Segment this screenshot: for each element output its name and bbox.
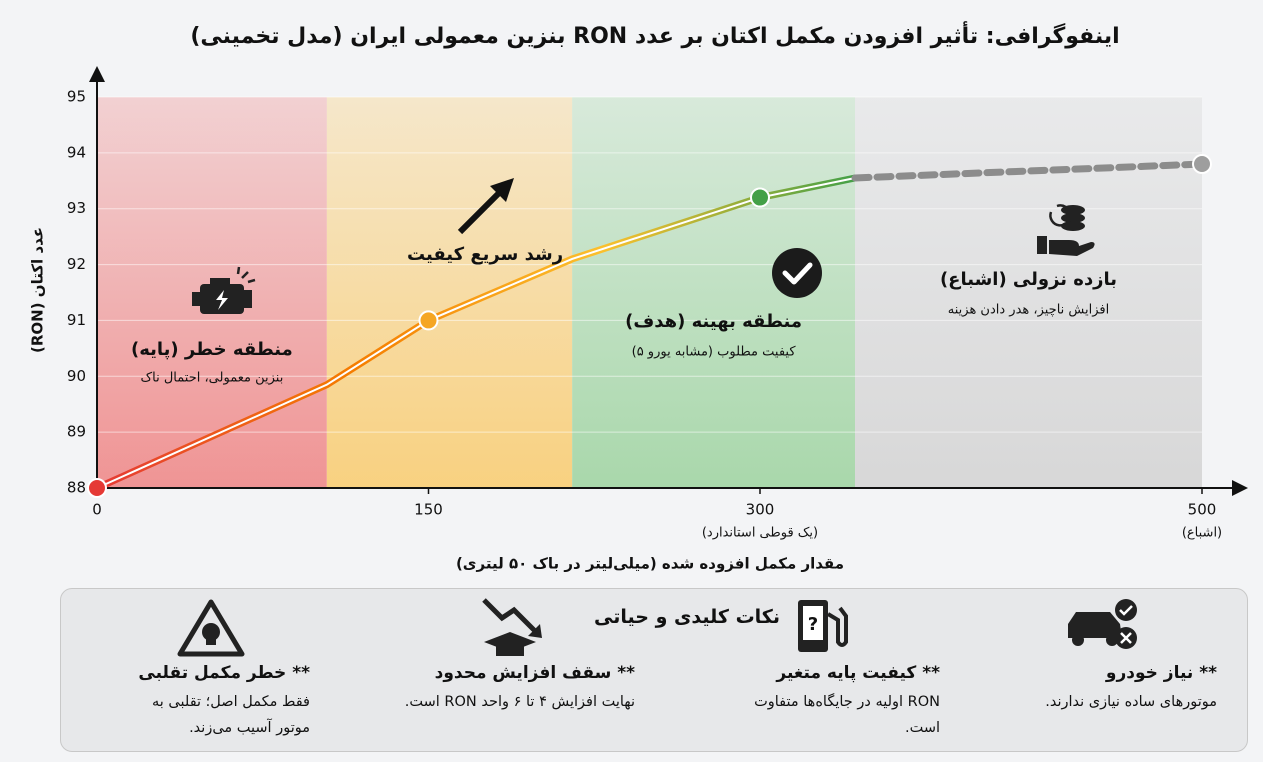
zone-title: بازده نزولی (اشباع) <box>940 269 1117 290</box>
x-tick-label: 0 <box>92 501 102 519</box>
y-tick-label: 88 <box>67 479 86 497</box>
y-tick-label: 91 <box>67 311 86 329</box>
tip: ** خطر مکمل تقلبی فقط مکمل اصل؛ تقلبی به … <box>125 663 310 741</box>
zone-note: بنزین معمولی، احتمال ناک <box>141 371 284 386</box>
y-tick-label: 94 <box>67 143 86 161</box>
y-axis-label: عدد اکتان (RON) <box>29 227 47 353</box>
tip: ** کیفیت پایه متغیر RON اولیه در جایگاه‌ه… <box>745 663 940 741</box>
tip-title: ** کیفیت پایه متغیر <box>776 663 940 683</box>
x-tick-label: 300 <box>746 501 775 519</box>
zone-title: منطقه خطر (پایه) <box>131 339 293 360</box>
coins-icon <box>1037 204 1095 256</box>
zone-note: کیفیت مطلوب (مشابه یورو ۵) <box>632 345 797 360</box>
page-title: اینفوگرافی: تأثیر افزودن مکمل اکتان بر ع… <box>190 20 1119 49</box>
car-icon <box>1068 599 1137 649</box>
y-tick-label: 93 <box>67 199 86 217</box>
tip-title: ** خطر مکمل تقلبی <box>138 663 310 683</box>
point <box>418 310 439 331</box>
tip-text: نهایت افزایش ۴ تا ۶ واحد RON است. <box>404 694 635 710</box>
line-highlight <box>96 177 856 489</box>
y-tick-label: 95 <box>67 88 86 106</box>
fuel-pump-icon: ? <box>798 600 848 652</box>
zone <box>326 97 573 488</box>
point <box>1192 154 1212 175</box>
tip-text: موتورهای ساده نیازی ندارند. <box>1045 694 1217 710</box>
line <box>851 160 1206 182</box>
y-tick-label: 89 <box>67 423 86 441</box>
svg-text:?: ? <box>808 614 818 635</box>
x-axis-label: مقدار مکمل افزوده شده (میلی‌لیتر در باک … <box>456 555 844 573</box>
x-tick-note: (یک قوطی استاندارد) <box>702 526 818 541</box>
zone <box>855 97 1202 488</box>
tip: ** نیاز خودرو موتورهای ساده نیازی ندارند. <box>995 663 1217 715</box>
zone-note: افزایش ناچیز، هدر دادن هزینه <box>948 303 1109 318</box>
tips-panel <box>60 588 1248 752</box>
tip-title: ** سقف افزایش محدود <box>434 663 635 683</box>
tip-text: RON اولیه در جایگاه‌ها متفاوت است. <box>754 694 940 736</box>
x-tick-label: 150 <box>414 501 443 519</box>
tip: ** سقف افزایش محدود نهایت افزایش ۴ تا ۶ و… <box>390 663 635 715</box>
check-icon <box>772 248 822 298</box>
tips-title: نکات کلیدی و حیاتی <box>594 606 780 628</box>
tip-text: فقط مکمل اصل؛ تقلبی به موتور آسیب می‌زند… <box>152 694 310 736</box>
annotation: رشد سریع کیفیت <box>407 244 563 265</box>
engine-icon <box>192 266 256 314</box>
zone-title: منطقه بهینه (هدف) <box>625 311 802 332</box>
tip-title: ** نیاز خودرو <box>1105 663 1217 683</box>
graduation-icon <box>482 598 542 656</box>
growth-arrow <box>457 178 514 235</box>
x-tick-note: (اشباع) <box>1182 526 1222 541</box>
x-tick-label: 500 <box>1188 501 1217 519</box>
warning-icon <box>177 599 245 657</box>
point <box>750 187 770 208</box>
y-tick-label: 92 <box>67 255 86 273</box>
chart: 88 89 90 91 92 93 94 95 0 150 300 (یک قوطی استاندار… <box>29 20 1248 573</box>
y-tick-label: 90 <box>67 367 86 385</box>
point <box>87 478 107 498</box>
